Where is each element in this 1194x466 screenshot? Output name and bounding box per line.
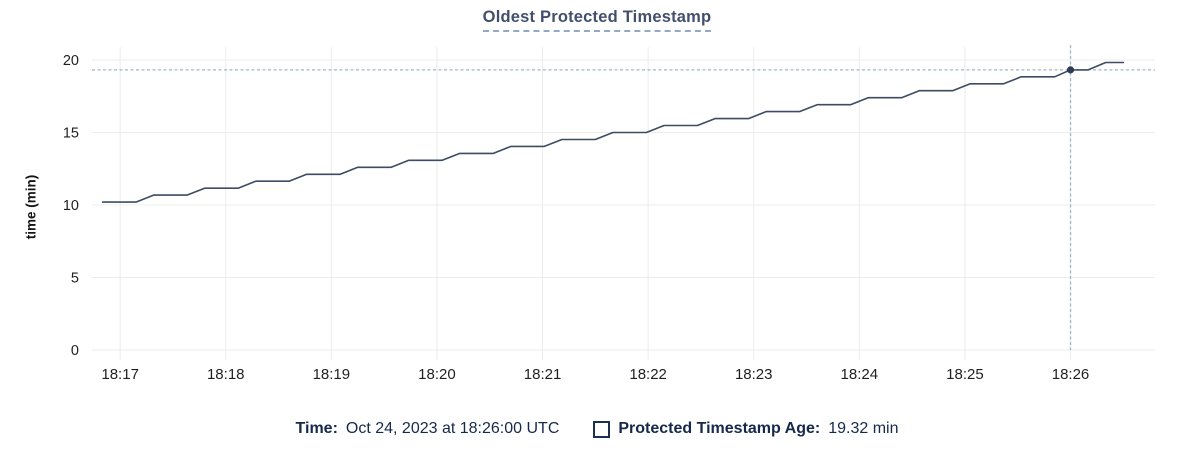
x-tick-label: 18:26 [1052,366,1090,383]
y-tick-label: 15 [63,126,79,142]
chart-title[interactable]: Oldest Protected Timestamp [482,8,712,32]
x-tick-label: 18:17 [101,366,139,383]
y-tick-label: 5 [71,271,79,287]
y-tick-label: 0 [71,343,79,359]
time-value: Oct 24, 2023 at 18:26:00 UTC [345,420,560,437]
time-readout: Time: Oct 24, 2023 at 18:26:00 UTC [296,420,560,438]
y-tick-label: 10 [63,198,79,214]
legend-series-value: 19.32 min [828,420,899,437]
hover-point-marker [1066,66,1075,74]
chart-footer: Time: Oct 24, 2023 at 18:26:00 UTC Prote… [0,420,1194,438]
series-line-protected-timestamp-age [101,61,1125,203]
x-tick-label: 18:18 [207,366,245,383]
x-tick-label: 18:21 [524,366,562,383]
y-axis-title: time (min) [23,174,39,240]
x-tick-label: 18:20 [418,366,456,383]
y-tick-label: 20 [63,53,79,69]
x-tick-label: 18:19 [313,366,351,383]
x-tick-label: 18:24 [841,366,879,383]
chart-plot-area[interactable]: 0 5 10 15 20 18:17 18:18 18:19 18:20 18:21 18:22 18… [0,0,1194,402]
x-tick-label: 18:23 [735,366,773,383]
chart-title-row: Oldest Protected Timestamp [0,8,1194,32]
legend-series-label: Protected Timestamp Age: [618,420,821,437]
x-tick-label: 18:25 [946,366,984,383]
time-label: Time: [295,420,338,437]
legend-checkbox[interactable] [593,420,611,438]
x-tick-label: 18:22 [629,366,667,383]
legend-item-protected-timestamp-age[interactable]: Protected Timestamp Age: 19.32 min [593,420,898,438]
